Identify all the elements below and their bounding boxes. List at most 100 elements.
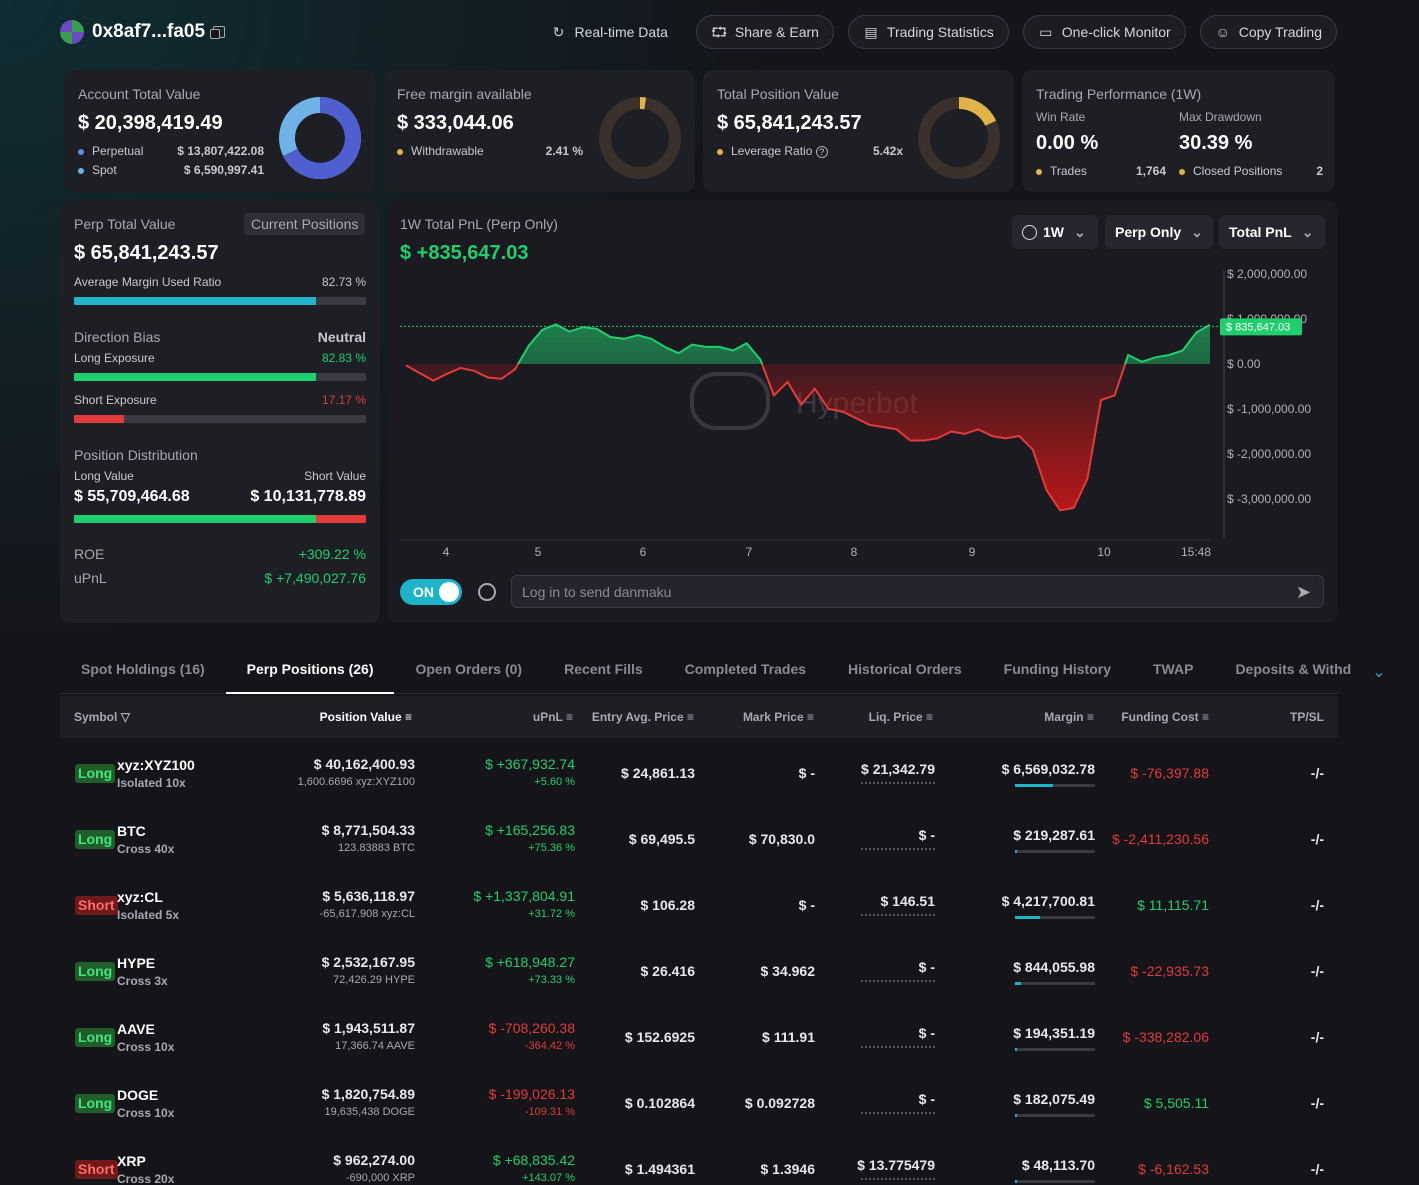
position-size: -690,000 XRP — [345, 1172, 415, 1184]
tab-deposits-withdrawals[interactable]: Deposits & Withd — [1235, 660, 1352, 677]
leverage: Cross 40x — [117, 842, 175, 856]
tab-historical-orders[interactable]: Historical Orders — [848, 660, 962, 677]
margin-bar — [1015, 1180, 1095, 1183]
copy-icon[interactable] — [210, 26, 226, 39]
tab-open-orders[interactable]: Open Orders (0) — [415, 660, 523, 677]
positions-tabs: Spot Holdings (16) Perp Positions (26) O… — [60, 650, 1386, 694]
tab-funding-history[interactable]: Funding History — [1003, 660, 1111, 677]
margin-bar — [1015, 982, 1095, 985]
col-upnl[interactable]: uPnL ≡ — [532, 710, 573, 724]
liq-price: $ - — [918, 959, 935, 975]
realtime-data-button[interactable]: ↻ Real-time Data — [537, 15, 682, 49]
tab-completed-trades[interactable]: Completed Trades — [684, 660, 807, 677]
tpsl-value[interactable]: -/- — [1310, 1029, 1324, 1045]
total-position-value: $ 65,841,243.57 — [717, 112, 862, 134]
total-position-card: Total Position Value $ 65,841,243.57 Lev… — [703, 70, 1014, 192]
margin-value: $ 844,055.98 — [1013, 959, 1095, 975]
wallet-avatar — [60, 20, 84, 44]
current-positions-badge[interactable]: Current Positions — [244, 213, 366, 235]
danmaku-toggle[interactable]: ON — [400, 579, 462, 605]
symbol[interactable]: XRP — [117, 1153, 146, 1169]
sort-icon: ≡ — [1086, 710, 1094, 724]
side-badge: Long — [75, 830, 116, 849]
sort-icon: ≡ — [1201, 710, 1209, 724]
chevron-down-icon[interactable]: ⌄ — [1372, 663, 1386, 681]
tab-recent-fills[interactable]: Recent Fills — [564, 660, 643, 677]
margin-bar — [1015, 916, 1095, 919]
scope-dropdown[interactable]: Perp Only ⌄ — [1105, 215, 1213, 249]
monitor-icon: ▭ — [1039, 24, 1053, 40]
funding-cost: $ -2,411,230.56 — [1111, 831, 1209, 847]
funding-cost: $ -76,397.88 — [1130, 765, 1209, 781]
col-entry-price[interactable]: Entry Avg. Price ≡ — [591, 710, 694, 724]
trading-statistics-button[interactable]: ▤ Trading Statistics — [847, 15, 1009, 49]
table-row[interactable]: Long AAVE Cross 10x $ 1,943,511.87 17,366.74… — [60, 1004, 1338, 1070]
tab-twap[interactable]: TWAP — [1152, 660, 1194, 677]
table-row[interactable]: Short XRP Cross 20x $ 962,274.00 -690,000 XR… — [60, 1136, 1338, 1185]
short-exposure-value: 17.17 % — [321, 393, 366, 407]
tpsl-value[interactable]: -/- — [1310, 831, 1324, 847]
x-tick-label: 9 — [969, 545, 976, 559]
tpsl-value[interactable]: -/- — [1310, 765, 1324, 781]
pnl-chart-title: 1W Total PnL (Perp Only) — [400, 216, 558, 232]
table-row[interactable]: Long BTC Cross 40x $ 8,771,504.33 123.83883 … — [60, 806, 1338, 872]
liq-dotted-line — [861, 848, 935, 850]
free-margin-value: $ 333,044.06 — [397, 112, 514, 134]
symbol[interactable]: DOGE — [117, 1087, 159, 1103]
tpsl-value[interactable]: -/- — [1310, 963, 1324, 979]
spot-value: $ 6,590,997.41 — [183, 163, 264, 177]
x-tick-label: 8 — [851, 545, 858, 559]
leverage: Isolated 5x — [117, 908, 180, 922]
one-click-monitor-button[interactable]: ▭ One-click Monitor — [1022, 15, 1186, 49]
col-funding-cost[interactable]: Funding Cost ≡ — [1121, 710, 1209, 724]
short-exposure-label: Short Exposure — [74, 393, 157, 407]
col-tpsl: TP/SL — [1289, 710, 1324, 724]
svg-text:$ 835,647.03: $ 835,647.03 — [1226, 321, 1290, 333]
x-tick-label: 10 — [1097, 545, 1111, 559]
symbol[interactable]: BTC — [117, 823, 146, 839]
symbol[interactable]: HYPE — [117, 955, 156, 971]
perp-summary-panel: Perp Total Value Current Positions $ 65,… — [60, 200, 380, 623]
table-row[interactable]: Short xyz:CL Isolated 5x $ 5,636,118.97 -65,… — [60, 872, 1338, 938]
margin-bar — [1015, 784, 1095, 787]
liq-price: $ 21,342.79 — [861, 761, 935, 777]
tpsl-value[interactable]: -/- — [1310, 1161, 1324, 1177]
symbol[interactable]: xyz:XYZ100 — [117, 757, 195, 773]
clock-icon — [1022, 224, 1037, 240]
upnl-value: $ -199,026.13 — [488, 1086, 575, 1102]
col-symbol[interactable]: Symbol ▽ — [74, 710, 130, 724]
leverage: Cross 10x — [117, 1040, 175, 1054]
col-position-value[interactable]: Position Value ≡ — [319, 710, 412, 724]
sort-icon: ≡ — [404, 710, 412, 724]
trades-label: Trades — [1050, 164, 1087, 178]
danmaku-input[interactable]: Log in to send danmaku ➤ — [511, 575, 1324, 608]
table-row[interactable]: Long DOGE Cross 10x $ 1,820,754.89 19,635,43… — [60, 1070, 1338, 1136]
tab-spot-holdings[interactable]: Spot Holdings (16) — [81, 660, 205, 677]
tab-perp-positions[interactable]: Perp Positions (26) — [225, 650, 395, 694]
mark-price: $ 0.092728 — [744, 1095, 815, 1111]
info-icon[interactable]: ? — [815, 146, 828, 158]
account-total-label: Account Total Value — [78, 86, 201, 102]
leverage-ratio-value: 5.42x — [872, 144, 903, 158]
period-dropdown[interactable]: 1W ⌄ — [1012, 215, 1098, 249]
col-liq-price[interactable]: Liq. Price ≡ — [868, 710, 933, 724]
copy-trading-button[interactable]: ☺ Copy Trading — [1199, 15, 1337, 49]
tpsl-value[interactable]: -/- — [1310, 1095, 1324, 1111]
symbol[interactable]: xyz:CL — [117, 889, 163, 905]
upnl-label: uPnL — [74, 570, 107, 586]
table-row[interactable]: Long xyz:XYZ100 Isolated 10x $ 40,162,400.9… — [60, 740, 1338, 806]
col-margin[interactable]: Margin ≡ — [1044, 710, 1094, 724]
settings-icon[interactable] — [478, 583, 496, 601]
tpsl-value[interactable]: -/- — [1310, 897, 1324, 913]
position-size: 1,600.6696 xyz:XYZ100 — [297, 776, 415, 788]
metric-dropdown[interactable]: Total PnL ⌄ — [1219, 215, 1325, 249]
send-icon[interactable]: ➤ — [1295, 582, 1311, 602]
col-mark-price[interactable]: Mark Price ≡ — [742, 710, 814, 724]
trading-performance-card: Trading Performance (1W) Win Rate Max Dr… — [1022, 70, 1335, 192]
share-earn-button[interactable]: ⮔ Share & Earn — [695, 15, 834, 49]
table-row[interactable]: Long HYPE Cross 3x $ 2,532,167.95 72,426.29 … — [60, 938, 1338, 1004]
funding-cost: $ 5,505.11 — [1143, 1095, 1209, 1111]
liq-dotted-line — [861, 1112, 935, 1114]
direction-bias-value: Neutral — [317, 329, 366, 345]
symbol[interactable]: AAVE — [117, 1021, 155, 1037]
